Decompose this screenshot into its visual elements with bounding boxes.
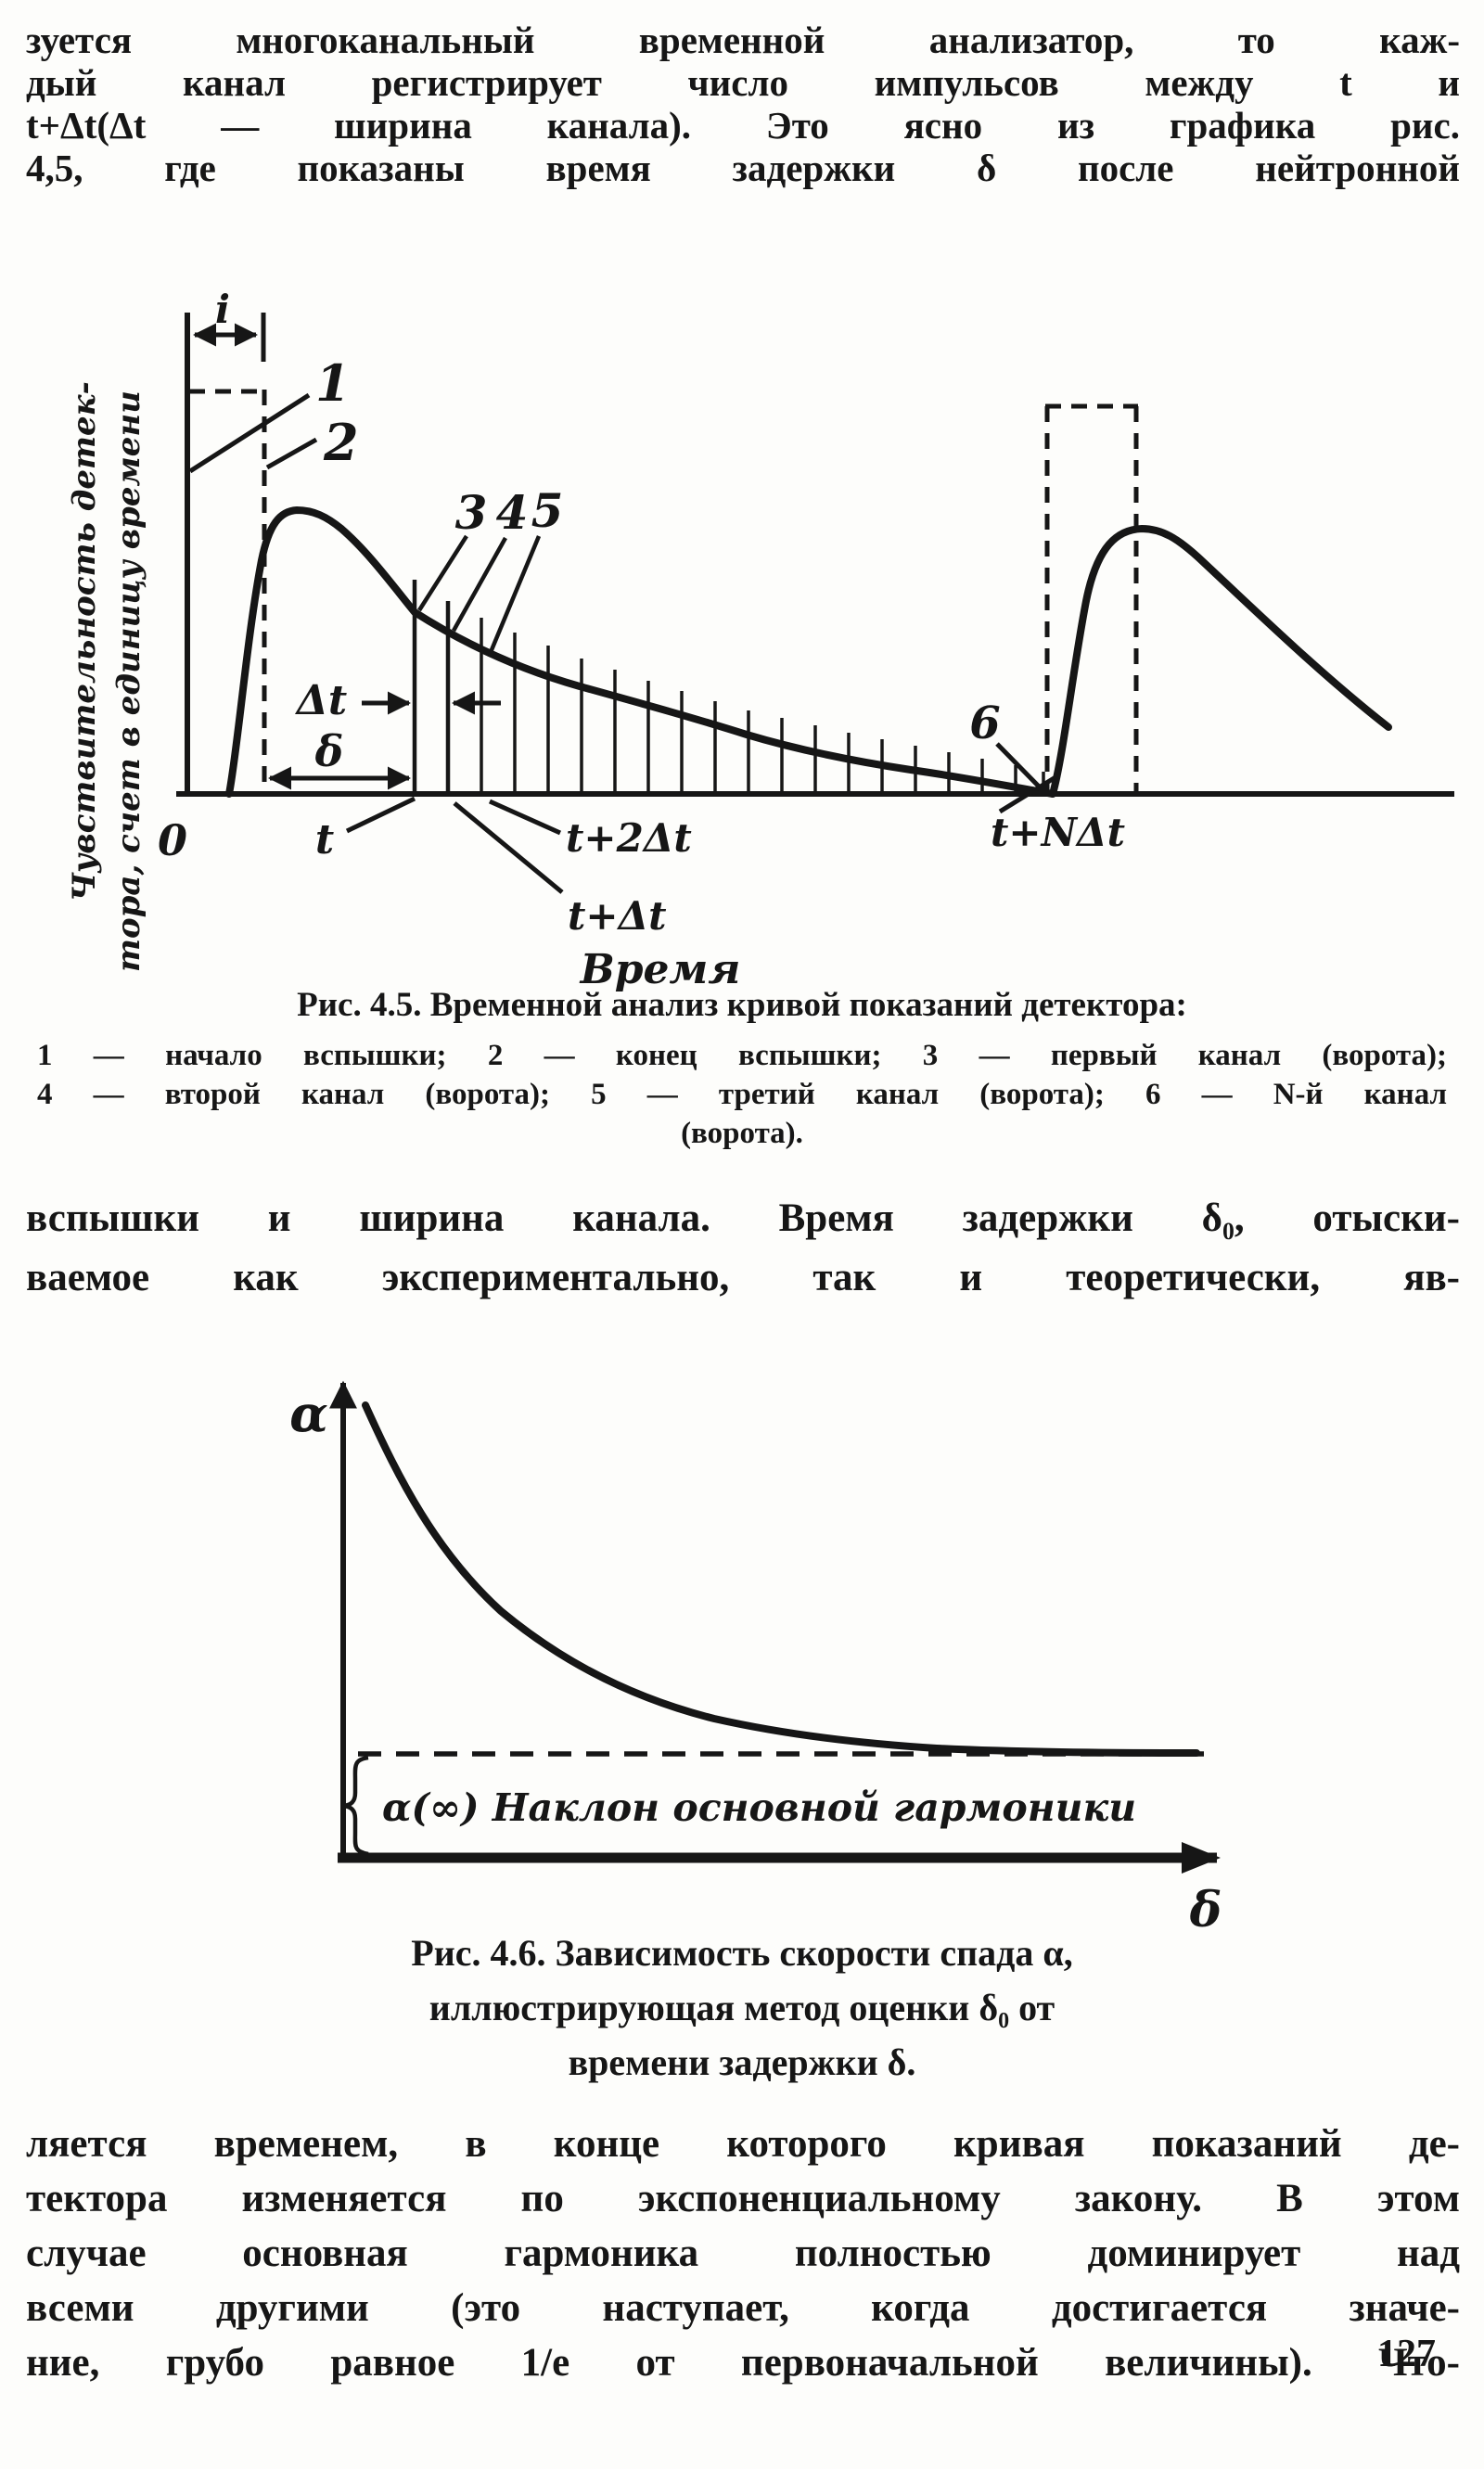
- fig45-origin-label: 0: [158, 815, 187, 865]
- fig45-delta-label: δ: [314, 726, 344, 776]
- fig45-i-label: i: [215, 287, 230, 332]
- text-line: вспышки и ширина канала. Время задержки …: [26, 1196, 1460, 1240]
- text-line: зуется многоканальный временной анализат…: [26, 19, 1460, 61]
- figure-4-6-caption-line: Рис. 4.6. Зависимость скорости спада α,: [411, 1932, 1073, 1974]
- fig45-channel-comb: [412, 580, 1045, 794]
- fig45-callout-6: 6: [969, 697, 1000, 749]
- fig46-y-axis-label: α: [289, 1384, 328, 1443]
- fig45-tdt-leader: [453, 801, 564, 894]
- fig45-callout6-leader: [995, 742, 1046, 794]
- fig45-callout-2: 2: [323, 413, 359, 472]
- fig45-delta-t-label: Δt: [295, 677, 347, 724]
- fig46-alpha-decay-curve: [362, 1401, 1200, 1757]
- text-line: всеми другими (это наступает, когда дост…: [26, 2286, 1460, 2330]
- figure-4-6-caption: Рис. 4.6. Зависимость скорости спада α, …: [37, 1925, 1447, 2090]
- fig46-brace: [343, 1755, 369, 1857]
- figure-4-5-caption-line: (ворота).: [681, 1117, 803, 1150]
- paragraph-middle: вспышки и ширина канала. Время задержки …: [26, 1189, 1460, 1308]
- text-line: ние, грубо равное 1/e от первоначальной …: [26, 2341, 1460, 2385]
- fig45-t2dt-leader: [488, 799, 562, 836]
- fig45-x-axis-label: Время: [579, 946, 741, 993]
- fig45-t-leader: [345, 796, 416, 834]
- fig45-callout-4: 4: [496, 485, 529, 540]
- fig45-detector-curve-first-pulse: [225, 505, 1056, 798]
- fig45-tick-t-2dt: t+2Δt: [566, 815, 692, 861]
- fig45-detector-curve-second-pulse: [1049, 524, 1392, 798]
- figure-4-5: Чувствительность детек- тора, счет в еди…: [66, 287, 1454, 993]
- paragraph-bottom: ляется временем, в конце которого кривая…: [26, 2117, 1460, 2390]
- figure-4-5-caption-line: 1 — начало вспышки; 2 — конец вспышки; 3…: [37, 1039, 1447, 1072]
- fig45-callout-3: 3: [455, 485, 488, 540]
- text-line: t+Δt(Δt — ширина канала). Это ясно из гр…: [26, 104, 1460, 147]
- text-line: тектора изменяется по экспоненциальному …: [26, 2177, 1460, 2220]
- text-line: случае основная гармоника полностью доми…: [26, 2232, 1460, 2275]
- fig45-tndt-leader: [998, 774, 1057, 814]
- page-number: 127: [1377, 2333, 1436, 2375]
- text-line: 4,5, где показаны время задержки δ после…: [26, 147, 1460, 189]
- fig45-callout-5: 5: [531, 483, 564, 538]
- fig46-x-axis-label: δ: [1189, 1882, 1222, 1938]
- figure-4-6-caption-line: иллюстрирующая метод оценки δ₀ от: [429, 1987, 1055, 2028]
- fig45-y-axis-label-line2: тора, счет в единицу времени: [110, 390, 147, 972]
- text-line: ляется временем, в конце которого кривая…: [26, 2122, 1460, 2166]
- figure-4-6: α δ α(∞) Наклон основной гармоники: [289, 1380, 1222, 1938]
- text-line: дый канал регистрирует число импульсов м…: [26, 61, 1460, 104]
- fig45-callout5-leader: [486, 535, 542, 658]
- fig45-callout2-leader: [265, 437, 318, 470]
- fig45-callout4-leader: [452, 536, 507, 633]
- fig45-tick-t-dt: t+Δt: [568, 893, 667, 939]
- fig45-tick-t: t: [315, 816, 334, 864]
- paragraph-top: зуется многоканальный временной анализат…: [26, 19, 1460, 189]
- fig46-asymptote-annotation: α(∞) Наклон основной гармоники: [382, 1785, 1136, 1830]
- text-line: ваемое как экспериментально, так и теоре…: [26, 1256, 1460, 1299]
- fig45-callout3-leader: [417, 534, 468, 612]
- figure-4-6-caption-line: времени задержки δ.: [568, 2041, 916, 2083]
- fig45-y-axis-label-line1: Чувствительность детек-: [66, 381, 103, 902]
- fig45-callout-1: 1: [315, 353, 351, 413]
- figure-4-5-caption-line: 4 — второй канал (ворота); 5 — третий ка…: [37, 1078, 1447, 1111]
- fig45-callout1-leader: [188, 392, 311, 474]
- fig45-tick-t-ndt: t+NΔt: [991, 810, 1125, 855]
- figure-4-5-caption-title: Рис. 4.5. Временной анализ кривой показа…: [297, 986, 1187, 1024]
- figure-4-5-caption: Рис. 4.5. Временной анализ кривой показа…: [37, 985, 1447, 1153]
